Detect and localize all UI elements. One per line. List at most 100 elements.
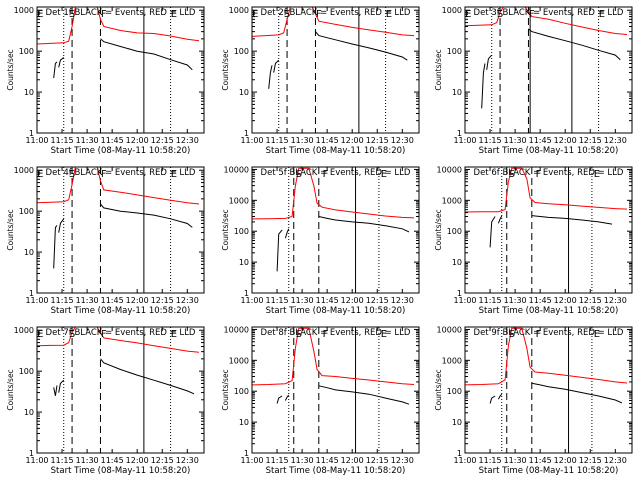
- phase-letter: E: [171, 169, 177, 180]
- phase-letter: E: [381, 169, 387, 180]
- panel-title: Det 3f BLACK = Events, RED = LLD: [474, 8, 624, 18]
- x-tick-label: 11:15: [479, 456, 502, 465]
- x-tick-label: 11:45: [101, 136, 124, 145]
- phase-letter: S: [296, 329, 302, 340]
- phase-letter: F: [536, 169, 542, 180]
- events-series-line: [531, 215, 613, 225]
- x-tick-label: 12:30: [391, 456, 414, 465]
- plot-frame: [464, 326, 633, 454]
- x-axis-label: Start Time (08-May-11 10:58:20): [266, 466, 406, 476]
- x-tick-label: 12:00: [554, 296, 577, 305]
- x-axis-label: Start Time (08-May-11 10:58:20): [51, 466, 191, 476]
- events-series-line: [58, 57, 65, 68]
- y-tick-label: 1000: [14, 326, 34, 335]
- lld-series-line: [37, 167, 200, 205]
- series-group: [37, 167, 200, 269]
- events-series-line: [284, 228, 290, 239]
- x-tick-label: 11:15: [51, 136, 74, 145]
- y-tick-label: 1: [457, 129, 462, 138]
- events-series-line: [284, 394, 290, 401]
- y-tick-label: 1000: [442, 356, 462, 365]
- x-tick-label: 12:00: [126, 296, 149, 305]
- x-tick-label: 11:00: [453, 136, 476, 145]
- phase-letter: F: [101, 329, 107, 340]
- x-tick-label: 12:30: [391, 296, 414, 305]
- y-tick-label: 1000: [229, 6, 249, 15]
- y-axis-label: Counts/sec: [434, 209, 443, 250]
- x-tick-label: 12:00: [554, 136, 577, 145]
- panel-title: Det 7f BLACK = Events, RED = LLD: [46, 328, 196, 338]
- series-group: [465, 7, 628, 109]
- lld-series-line: [465, 167, 628, 213]
- phase-letter: F: [101, 169, 107, 180]
- x-axis-label: Start Time (08-May-11 10:58:20): [479, 306, 619, 316]
- x-tick-label: 12:00: [341, 296, 364, 305]
- phase-letter: E: [381, 329, 387, 340]
- y-tick-label: 1000: [14, 6, 34, 15]
- x-tick-label: 11:00: [25, 136, 48, 145]
- series-group: [252, 7, 415, 89]
- phase-letter: F: [529, 9, 535, 20]
- y-tick-label: 1: [244, 449, 249, 458]
- x-tick-label: 11:15: [479, 296, 502, 305]
- events-series-line: [486, 54, 493, 70]
- panel-title: Det 2f BLACK = Events, RED = LLD: [261, 8, 411, 18]
- x-tick-label: 11:15: [51, 456, 74, 465]
- y-tick-label: 100: [19, 207, 34, 216]
- x-tick-label: 11:00: [25, 456, 48, 465]
- phase-letter: S: [296, 169, 302, 180]
- x-tick-label: 11:45: [316, 456, 339, 465]
- x-axis-label: Start Time (08-May-11 10:58:20): [266, 306, 406, 316]
- x-tick-label: 12:00: [126, 456, 149, 465]
- panel-title: Det 6f BLACK = Events, RED = LLD: [474, 168, 624, 178]
- events-series-line: [276, 229, 283, 272]
- events-series-line: [100, 38, 193, 71]
- y-tick-label: 10: [24, 408, 34, 417]
- x-tick-label: 11:00: [240, 136, 263, 145]
- plot-frame: [251, 166, 420, 294]
- lld-series-line: [37, 327, 200, 353]
- phase-letter: S: [284, 9, 290, 20]
- x-tick-label: 11:00: [240, 296, 263, 305]
- events-series-line: [489, 395, 496, 404]
- panel-title: Det 9f BLACK = Events, RED = LLD: [474, 328, 624, 338]
- phase-letter: S: [69, 329, 75, 340]
- y-tick-label: 1000: [442, 6, 462, 15]
- events-series-line: [273, 59, 280, 73]
- x-tick-label: 12:15: [579, 136, 602, 145]
- x-tick-label: 12:30: [391, 136, 414, 145]
- x-tick-label: 11:45: [316, 296, 339, 305]
- phase-letter: E: [594, 169, 600, 180]
- y-tick-label: 1: [29, 449, 34, 458]
- events-series-line: [53, 225, 58, 269]
- y-axis-label: Counts/sec: [6, 49, 15, 90]
- phase-letter: S: [509, 329, 515, 340]
- series-group: [37, 327, 200, 396]
- events-series-line: [497, 215, 503, 224]
- x-tick-label: 11:15: [266, 456, 289, 465]
- events-series-line: [497, 393, 503, 400]
- phase-letter: F: [101, 9, 107, 20]
- x-tick-label: 12:15: [151, 136, 174, 145]
- x-tick-label: 11:45: [101, 456, 124, 465]
- plot-frame: [251, 326, 420, 454]
- events-series-line: [318, 216, 410, 233]
- phase-letter: E: [171, 329, 177, 340]
- x-tick-label: 12:15: [366, 296, 389, 305]
- plot-frame: [464, 166, 633, 294]
- y-axis-label: Counts/sec: [6, 209, 15, 250]
- y-tick-label: 10: [239, 258, 249, 267]
- events-series-line: [489, 216, 496, 248]
- phase-letter: F: [536, 329, 542, 340]
- y-tick-label: 100: [19, 367, 34, 376]
- y-tick-label: 1: [457, 289, 462, 298]
- y-tick-label: 10: [239, 418, 249, 427]
- y-tick-label: 1000: [229, 356, 249, 365]
- x-tick-label: 12:00: [341, 456, 364, 465]
- lld-series-line: [37, 7, 200, 45]
- x-tick-label: 11:30: [504, 456, 527, 465]
